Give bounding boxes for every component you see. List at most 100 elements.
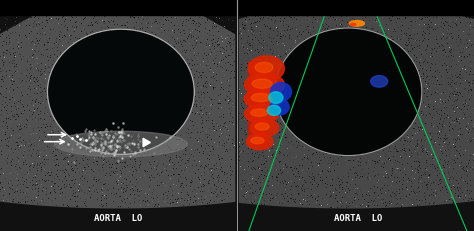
Point <box>397 169 404 172</box>
Point <box>363 119 370 123</box>
Point <box>174 71 182 74</box>
Point <box>81 35 89 39</box>
Point <box>18 72 25 76</box>
Point <box>2 124 9 128</box>
Point <box>161 88 169 92</box>
Point <box>393 187 401 191</box>
Point <box>155 125 162 129</box>
Point <box>25 126 33 129</box>
Point <box>34 137 41 140</box>
Point <box>467 68 474 71</box>
Point <box>310 17 318 21</box>
Point <box>278 29 285 32</box>
Point <box>310 17 317 20</box>
Point <box>441 200 448 204</box>
Point <box>302 66 310 70</box>
Point <box>371 63 378 67</box>
Point <box>461 194 468 198</box>
Point <box>129 15 137 18</box>
Point <box>266 189 274 193</box>
Point <box>320 64 328 67</box>
Point <box>207 5 215 8</box>
Point <box>164 46 171 49</box>
Point <box>49 31 56 35</box>
Point <box>158 114 165 118</box>
Point <box>145 149 152 153</box>
Point <box>309 190 317 194</box>
Point <box>173 148 180 152</box>
Point <box>30 106 38 109</box>
Point <box>58 33 65 37</box>
Point <box>24 56 31 59</box>
Point <box>278 58 286 62</box>
Point <box>260 163 267 167</box>
Point <box>431 176 439 180</box>
Point <box>380 0 387 4</box>
Point <box>237 164 244 168</box>
Point <box>50 153 58 157</box>
Point <box>13 87 21 90</box>
Point <box>120 141 128 145</box>
Point <box>456 8 463 12</box>
Point <box>180 140 188 143</box>
Point <box>31 109 38 113</box>
Point <box>385 142 393 146</box>
Point <box>358 126 365 130</box>
Point <box>174 197 182 200</box>
Point <box>165 122 173 126</box>
Point <box>304 39 312 43</box>
Point <box>223 34 231 38</box>
Point <box>66 20 73 24</box>
Point <box>369 113 376 116</box>
Point <box>107 158 115 162</box>
Point <box>426 152 433 156</box>
Point <box>286 35 293 38</box>
Point <box>437 131 444 134</box>
Point <box>181 106 189 110</box>
Point <box>219 178 226 182</box>
Point <box>105 5 112 9</box>
Point <box>141 169 149 173</box>
Point <box>328 150 335 153</box>
Point <box>132 168 139 171</box>
Point <box>171 134 179 137</box>
Point <box>289 42 297 46</box>
Point <box>127 9 134 12</box>
Point <box>182 6 190 10</box>
Point <box>103 44 111 47</box>
Point <box>424 10 431 14</box>
Point <box>241 157 249 161</box>
Point <box>391 2 399 6</box>
Point <box>103 194 110 198</box>
Point <box>35 79 43 83</box>
Point <box>463 187 470 191</box>
Point <box>415 201 423 204</box>
Point <box>345 111 353 114</box>
Point <box>314 37 321 40</box>
Point <box>177 85 184 88</box>
Point <box>337 16 345 20</box>
Point <box>292 84 300 88</box>
Point <box>237 30 245 34</box>
Point <box>428 10 435 14</box>
Point <box>389 64 396 68</box>
Point <box>236 92 243 96</box>
Point <box>120 50 128 54</box>
Point <box>410 56 418 60</box>
Point <box>66 9 74 13</box>
Point <box>17 55 25 59</box>
Point <box>423 114 430 118</box>
Point <box>390 8 397 11</box>
Point <box>229 137 237 140</box>
Point <box>437 47 444 51</box>
Point <box>215 116 223 119</box>
Point <box>319 125 327 128</box>
Point <box>102 64 109 68</box>
Point <box>45 72 53 76</box>
Point <box>224 150 231 154</box>
Point <box>221 54 229 58</box>
Point <box>154 158 162 161</box>
Point <box>439 54 447 58</box>
Point <box>298 187 305 191</box>
Point <box>354 116 361 119</box>
